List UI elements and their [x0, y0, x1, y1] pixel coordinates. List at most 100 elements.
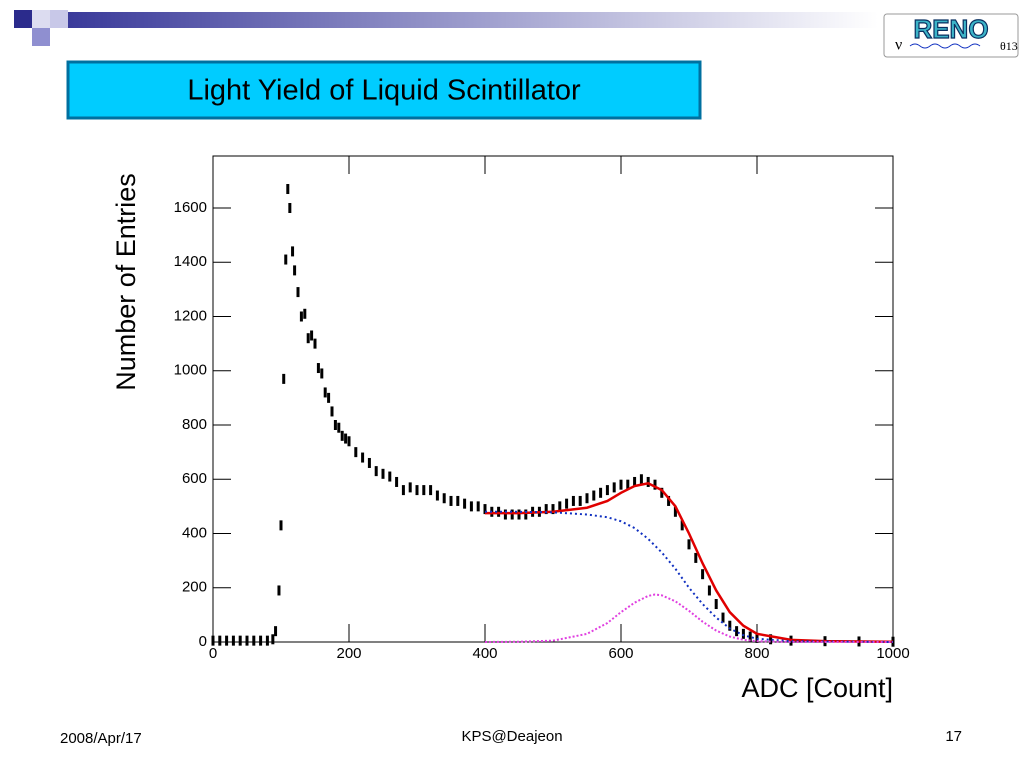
data-point	[291, 246, 295, 257]
fit-curve	[485, 482, 894, 643]
footer-venue: KPS@Deajeon	[461, 728, 562, 745]
logo-left: ν	[895, 37, 902, 54]
logo: RENO ν θ13	[883, 13, 1019, 58]
data-point	[252, 635, 256, 646]
data-point	[310, 330, 314, 341]
data-point	[769, 634, 773, 645]
y-tick-label: 800	[182, 416, 207, 433]
data-point	[646, 476, 650, 487]
data-point	[395, 476, 399, 487]
data-point	[449, 495, 453, 506]
data-point	[721, 612, 725, 623]
x-tick-label: 400	[472, 645, 497, 662]
data-point	[408, 482, 412, 493]
data-point	[517, 509, 521, 520]
data-point	[313, 338, 317, 349]
data-point	[279, 520, 283, 531]
data-point	[293, 265, 297, 276]
data-point	[714, 599, 718, 610]
title-box	[66, 60, 702, 120]
data-point	[225, 635, 229, 646]
fit-curve	[484, 593, 893, 643]
data-point	[483, 504, 487, 515]
data-point	[367, 457, 371, 468]
data-point	[456, 495, 460, 506]
data-point	[274, 626, 278, 637]
data-point	[323, 387, 327, 398]
data-point	[282, 373, 286, 384]
data-point	[748, 631, 752, 642]
data-point	[551, 504, 555, 515]
x-tick-label: 1000	[876, 645, 909, 662]
data-point	[728, 620, 732, 631]
data-point	[673, 506, 677, 517]
footer-date: 2008/Apr/17	[60, 730, 142, 747]
data-point	[284, 254, 288, 265]
data-point	[503, 509, 507, 520]
data-point	[429, 485, 433, 496]
data-point	[626, 479, 630, 490]
data-point	[442, 493, 446, 504]
data-point	[510, 509, 514, 520]
x-tick-label: 600	[608, 645, 633, 662]
data-point	[571, 495, 575, 506]
data-point	[735, 626, 739, 637]
data-point	[374, 466, 378, 477]
data-point	[347, 436, 351, 447]
y-tick-label: 1600	[174, 199, 207, 216]
data-point	[469, 501, 473, 512]
y-tick-label: 1400	[174, 253, 207, 270]
data-point	[381, 468, 385, 479]
corner-decoration	[14, 10, 878, 46]
data-point	[639, 474, 643, 485]
data-point	[306, 333, 310, 344]
data-point	[259, 635, 263, 646]
y-tick-label: 600	[182, 470, 207, 487]
data-point	[337, 422, 341, 433]
slide-title: Light Yield of Liquid Scintillator	[187, 75, 581, 107]
plot-frame	[212, 155, 894, 643]
data-point	[701, 569, 705, 580]
data-point	[340, 430, 344, 441]
data-point	[605, 485, 609, 496]
data-point	[361, 452, 365, 463]
data-point	[592, 490, 596, 501]
data-point	[558, 501, 562, 512]
data-point	[303, 308, 307, 319]
data-point	[354, 447, 358, 458]
data-point	[633, 476, 637, 487]
data-point	[476, 501, 480, 512]
y-tick-label: 400	[182, 524, 207, 541]
data-point	[463, 498, 467, 509]
y-axis-label: Number of Entries	[111, 173, 141, 391]
data-point	[585, 493, 589, 504]
data-point	[388, 471, 392, 482]
data-point	[330, 406, 334, 417]
footer-page: 17	[945, 728, 962, 745]
data-point	[415, 485, 419, 496]
data-point	[299, 311, 303, 322]
data-point	[544, 504, 548, 515]
data-point	[422, 485, 426, 496]
data-point	[288, 203, 292, 213]
data-point	[565, 498, 569, 509]
data-point	[320, 368, 324, 379]
data-point	[231, 635, 235, 646]
y-tick-label: 1200	[174, 307, 207, 324]
data-point	[265, 635, 269, 646]
data-point	[741, 628, 745, 639]
data-point	[680, 520, 684, 531]
x-tick-label: 800	[744, 645, 769, 662]
data-point	[401, 485, 405, 496]
logo-right: θ13	[1000, 39, 1018, 53]
data-point	[211, 635, 215, 646]
data-point	[612, 482, 616, 493]
x-tick-label: 0	[209, 645, 217, 662]
y-tick-label: 0	[199, 633, 207, 650]
data-point	[344, 433, 348, 444]
data-point	[245, 635, 249, 646]
data-point	[599, 487, 603, 498]
data-point	[619, 479, 623, 490]
logo-wave	[909, 43, 981, 49]
